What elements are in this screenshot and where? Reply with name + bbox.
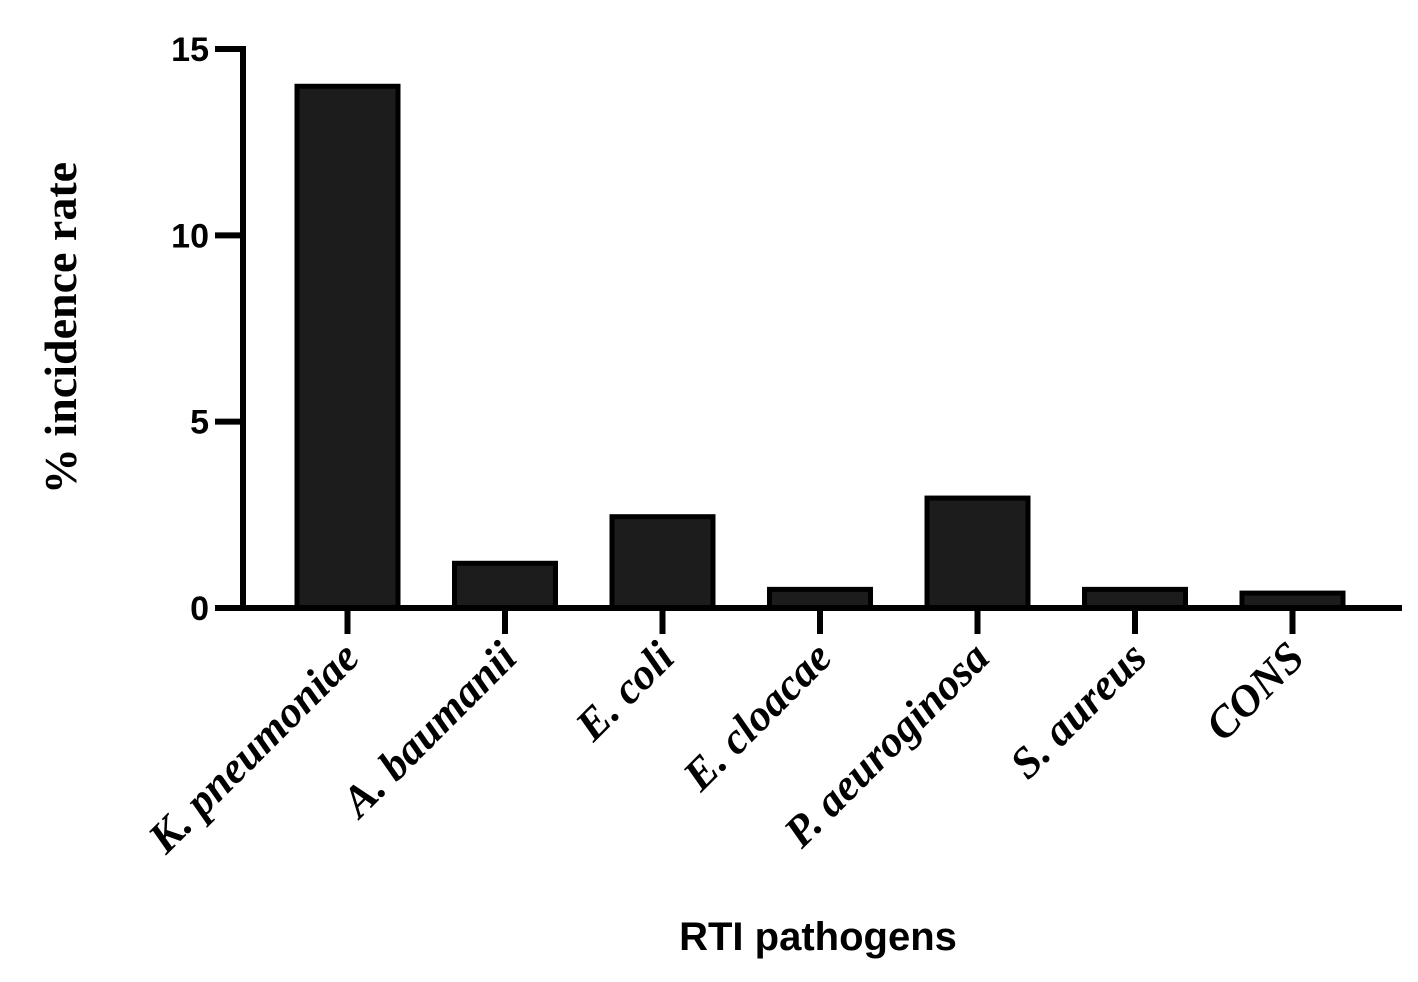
x-tick-label-e-cloacae: E. cloacae: [673, 632, 841, 800]
bar-k-pneumoniae: [294, 83, 401, 611]
y-axis: 0 5 10 15: [171, 31, 246, 628]
bar-a-baumanii: [452, 560, 558, 611]
bars-group: [294, 83, 1346, 611]
x-tick-label-k-pneumoniae: K. pneumoniae: [138, 632, 369, 863]
x-tick-label-e-coli: E. coli: [565, 632, 684, 751]
x-tick-label-cons: CONS: [1196, 632, 1314, 750]
x-tick-label-s-aureus: S. aureus: [1000, 632, 1156, 788]
y-axis-title: % incidence rate: [35, 162, 86, 494]
y-tick-label-10: 10: [171, 217, 209, 255]
x-axis-title: RTI pathogens: [679, 915, 957, 959]
bar-p-aeuroginosa: [924, 495, 1031, 611]
y-tick-label-0: 0: [190, 590, 209, 628]
y-tick-label-5: 5: [190, 404, 209, 442]
y-tick-label-15: 15: [171, 31, 209, 69]
bar-e-coli: [609, 514, 716, 611]
